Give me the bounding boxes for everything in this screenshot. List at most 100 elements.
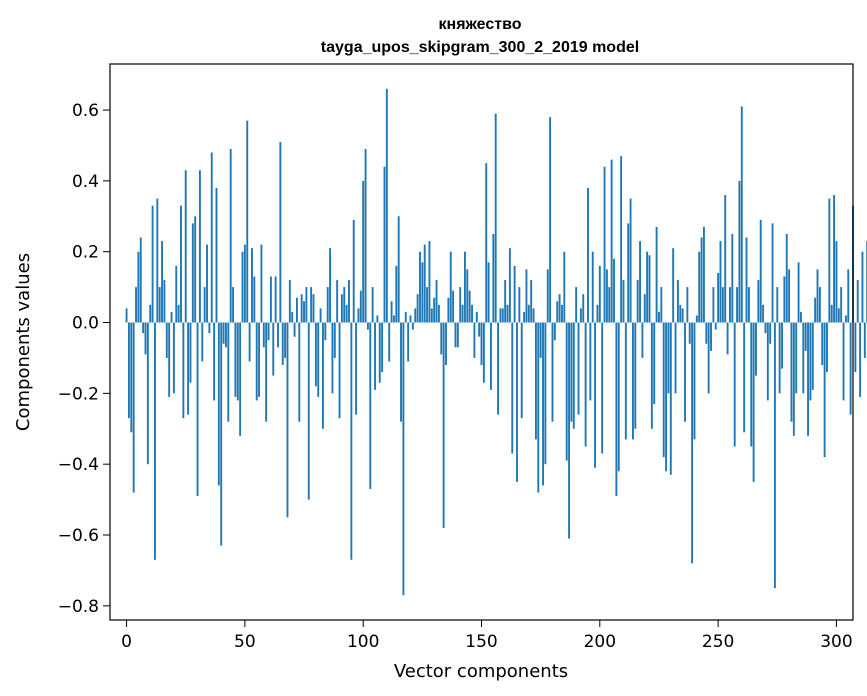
bar-197 [591, 251, 594, 323]
bar-61 [269, 276, 272, 323]
bar-80 [314, 322, 317, 387]
bar-264 [750, 322, 753, 447]
bar-277 [781, 322, 783, 369]
bar-108 [381, 322, 384, 373]
bar-87 [331, 322, 334, 394]
bar-259 [738, 180, 741, 323]
bar-66 [281, 322, 284, 366]
bar-150 [480, 322, 483, 366]
bar-286 [802, 322, 805, 394]
bar-207 [615, 322, 618, 497]
bar-143 [463, 251, 466, 323]
bar-273 [771, 223, 774, 323]
bar-241 [695, 315, 698, 323]
bar-227 [662, 322, 665, 458]
bar-161 [506, 304, 509, 323]
x-tick-label-0: 0 [121, 632, 132, 652]
bar-50 [243, 244, 246, 323]
bar-17 [165, 322, 168, 358]
bar-267 [757, 280, 760, 323]
bar-188 [570, 322, 573, 422]
bar-272 [769, 322, 772, 344]
bar-170 [527, 304, 530, 323]
bar-75 [303, 301, 305, 323]
bar-182 [556, 301, 559, 323]
y-tick-label-3: −0.2 [58, 384, 99, 404]
bar-2 [130, 322, 133, 433]
bar-303 [842, 322, 845, 401]
bar-151 [482, 322, 485, 383]
bar-245 [705, 322, 708, 344]
bar-288 [807, 322, 809, 436]
bar-262 [745, 237, 748, 323]
bar-299 [833, 195, 836, 323]
bar-138 [452, 290, 455, 323]
bar-285 [800, 311, 802, 323]
y-tick-label-1: −0.6 [58, 526, 99, 546]
bar-252 [721, 287, 724, 323]
bar-89 [336, 280, 339, 323]
bar-104 [371, 287, 374, 323]
bar-163 [511, 322, 514, 454]
bar-258 [736, 287, 738, 323]
bar-68 [286, 322, 289, 518]
bar-13 [156, 198, 159, 323]
bar-5 [137, 251, 140, 323]
bar-217 [639, 241, 641, 323]
bar-251 [719, 241, 722, 323]
bar-293 [818, 287, 821, 323]
bar-15 [161, 241, 163, 323]
bar-91 [340, 294, 343, 323]
bar-149 [478, 322, 481, 337]
bar-226 [660, 287, 663, 323]
bar-221 [648, 255, 651, 323]
bar-190 [575, 287, 578, 323]
bar-209 [620, 156, 623, 323]
bar-238 [688, 322, 691, 344]
bar-37 [213, 322, 216, 401]
bar-284 [797, 262, 800, 323]
bar-269 [762, 304, 765, 323]
bar-83 [322, 322, 324, 429]
bar-52 [248, 322, 251, 362]
bar-254 [726, 322, 729, 355]
bar-133 [440, 322, 443, 355]
bar-156 [494, 113, 497, 323]
bar-97 [355, 322, 358, 415]
bar-275 [776, 287, 779, 323]
bar-1 [127, 322, 130, 419]
bar-42 [225, 322, 227, 348]
bar-36 [210, 152, 213, 323]
bar-119 [407, 322, 410, 362]
y-tick-label-7: 0.6 [72, 101, 99, 121]
bar-243 [700, 237, 703, 323]
bar-304 [844, 315, 847, 323]
bar-30 [196, 322, 199, 497]
bar-198 [594, 322, 597, 468]
bar-131 [435, 280, 438, 323]
bar-300 [835, 241, 838, 323]
bar-69 [288, 280, 291, 323]
bar-23 [180, 205, 182, 323]
bar-260 [740, 106, 743, 323]
bar-100 [362, 180, 365, 323]
bar-41 [222, 322, 225, 344]
bar-228 [665, 322, 668, 472]
bar-280 [788, 269, 791, 323]
bar-135 [445, 322, 447, 366]
bar-187 [568, 322, 570, 539]
bar-128 [428, 241, 431, 323]
bar-173 [534, 322, 537, 440]
bar-166 [518, 287, 521, 323]
bar-29 [194, 216, 197, 323]
bar-306 [849, 322, 852, 415]
bar-199 [596, 304, 599, 323]
bar-235 [681, 308, 684, 323]
bar-171 [530, 280, 533, 323]
bar-47 [236, 322, 239, 401]
bar-292 [816, 269, 819, 323]
bar-112 [390, 301, 393, 323]
bar-64 [277, 322, 279, 348]
bar-177 [544, 322, 547, 465]
bar-96 [352, 219, 355, 323]
